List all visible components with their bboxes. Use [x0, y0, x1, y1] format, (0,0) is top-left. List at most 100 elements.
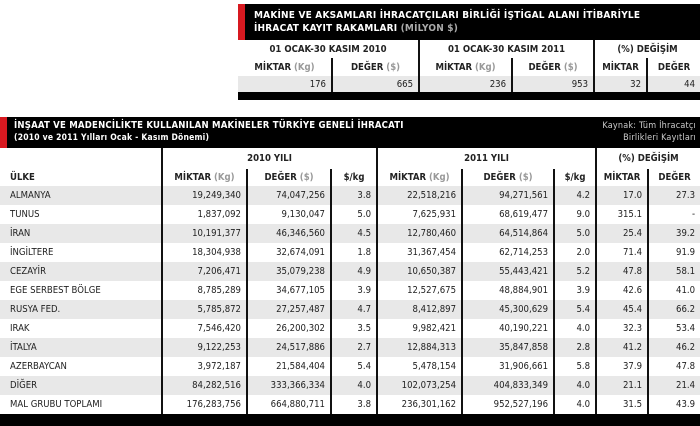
value-cell: 37.9 [595, 357, 649, 376]
value-cell: 10,650,387 [376, 262, 463, 281]
value-cell: 53.4 [647, 319, 700, 338]
value-cell: 31,367,454 [376, 243, 463, 262]
value-cell: 22,518,216 [376, 186, 463, 205]
value-cell: 66.2 [647, 300, 700, 319]
value-cell: 3,972,187 [161, 357, 247, 376]
value-cell: 5,478,154 [376, 357, 463, 376]
export-title-line2: (2010 ve 2011 Yılları Ocak - Kasım Dönem… [14, 133, 210, 143]
value-cell: 9,122,253 [161, 338, 247, 357]
value-cell: 5.4 [329, 357, 378, 376]
value-cell: 42.6 [595, 281, 649, 300]
value-cell: 41.0 [647, 281, 700, 300]
country-cell: ALMANYA [0, 186, 162, 205]
value-cell: 4.0 [553, 376, 597, 395]
value-cell: 664,880,711 [246, 395, 331, 414]
value-cell: 8,412,897 [376, 300, 463, 319]
col-country: ÜLKE [10, 172, 35, 183]
table-row: ALMANYA 19,249,340 74,047,256 3.8 22,518,216… [0, 186, 700, 205]
col-miktar-2010: MİKTAR (Kg) [254, 61, 315, 73]
export-table: İNŞAAT VE MADENCİLİKTE KULLANILAN MAKİNE… [0, 117, 700, 426]
value-cell: 5.0 [329, 205, 378, 224]
value-cell: 26,200,302 [246, 319, 331, 338]
col-deger-change: DEĞER [647, 169, 700, 186]
cell: 665 [330, 76, 420, 92]
col-miktar-change: MİKTAR [595, 169, 649, 186]
value-cell: 4.0 [553, 319, 597, 338]
col-deger-change: DEĞER [646, 58, 700, 76]
value-cell: 19,249,340 [161, 186, 247, 205]
value-cell: 34,677,105 [246, 281, 331, 300]
value-cell: 25.4 [595, 224, 649, 243]
value-cell: 9,130,047 [246, 205, 331, 224]
value-cell: 4.2 [553, 186, 597, 205]
value-cell: 4.0 [553, 395, 597, 414]
value-cell: 9,982,421 [376, 319, 463, 338]
value-cell: 84,282,516 [161, 376, 247, 395]
value-cell: 5.2 [553, 262, 597, 281]
value-cell: 74,047,256 [246, 186, 331, 205]
value-cell: 46.2 [647, 338, 700, 357]
value-cell: 58.1 [647, 262, 700, 281]
country-cell: IRAK [10, 323, 30, 334]
value-cell: 333,366,334 [246, 376, 331, 395]
summary-grid: 01 OCAK-30 KASIM 2010 01 OCAK-30 KASIM 2… [238, 40, 700, 92]
table-row: RUSYA FED. 5,785,872 27,257,487 4.7 8,412,89… [0, 300, 700, 319]
cell: 953 [511, 76, 595, 92]
table-row: TUNUS 1,837,092 9,130,047 5.0 7,625,931 68,61… [0, 205, 700, 224]
value-cell: 2.0 [553, 243, 597, 262]
value-cell: 18,304,938 [161, 243, 247, 262]
value-cell: 315.1 [595, 205, 649, 224]
value-cell: 47.8 [647, 357, 700, 376]
value-cell: 5,785,872 [161, 300, 247, 319]
value-cell: 46,346,560 [246, 224, 331, 243]
value-cell: 7,206,471 [161, 262, 247, 281]
summary-title-unit: (MİLYON $) [400, 23, 459, 34]
source-note: Kaynak: Tüm İhracatçı Birlikleri Kayıtla… [602, 120, 696, 144]
export-footer-bar [0, 414, 700, 426]
accent-bar [238, 4, 245, 40]
source-line2: Birlikleri Kayıtları [623, 133, 696, 143]
export-title: İNŞAAT VE MADENCİLİKTE KULLANILAN MAKİNE… [0, 117, 700, 148]
value-cell: 17.0 [595, 186, 649, 205]
country-cell: EGE SERBEST BÖLGE [10, 285, 101, 296]
value-cell: 64,514,864 [461, 224, 555, 243]
value-cell: 35,079,238 [246, 262, 331, 281]
cell: 32 [593, 76, 648, 92]
value-cell: 41.2 [595, 338, 649, 357]
value-cell: 404,833,349 [461, 376, 555, 395]
col-miktar-change: MİKTAR [593, 58, 648, 76]
col-perkg-2010: $/kg [329, 169, 378, 186]
table-row: CEZAYİR 7,206,471 35,079,238 4.9 10,650,387 5… [0, 262, 700, 281]
value-cell: 45.4 [595, 300, 649, 319]
value-cell: 8,785,289 [161, 281, 247, 300]
value-cell: 68,619,477 [461, 205, 555, 224]
value-cell: 91.9 [647, 243, 700, 262]
col-miktar-2010: MİKTAR (Kg) [161, 169, 247, 186]
value-cell: 102,073,254 [376, 376, 463, 395]
value-cell: 94,271,561 [461, 186, 555, 205]
country-cell: DİĞER [0, 376, 162, 395]
table-row: IRAK 7,546,420 26,200,302 3.5 9,982,421 40,19… [0, 319, 700, 338]
summary-title: MAKİNE VE AKSAMLARI İHRACATÇILARI BİRLİĞ… [238, 4, 700, 40]
value-cell: 12,780,460 [376, 224, 463, 243]
group-2011: 01 OCAK-30 KASIM 2011 [418, 40, 595, 58]
value-cell: 7,625,931 [376, 205, 463, 224]
col-deger-2011: DEĞER ($) [461, 169, 555, 186]
value-cell: 952,527,196 [461, 395, 555, 414]
col-miktar-2011: MİKTAR (Kg) [376, 169, 463, 186]
value-cell: 3.8 [329, 186, 378, 205]
value-cell: 35,847,858 [461, 338, 555, 357]
value-cell: 10,191,377 [161, 224, 247, 243]
value-cell: 9.0 [553, 205, 597, 224]
value-cell: 176,283,756 [161, 395, 247, 414]
value-cell: 3.9 [553, 281, 597, 300]
table-row: EGE SERBEST BÖLGE 8,785,289 34,677,105 3.9 1… [0, 281, 700, 300]
value-cell: 43.9 [647, 395, 700, 414]
value-cell: 27.3 [647, 186, 700, 205]
col-deger-2011: DEĞER ($) [511, 58, 595, 76]
value-cell: 48,884,901 [461, 281, 555, 300]
value-cell: 55,443,421 [461, 262, 555, 281]
country-cell: MAL GRUBU TOPLAMI [10, 399, 103, 410]
value-cell: 12,884,313 [376, 338, 463, 357]
value-cell: 27,257,487 [246, 300, 331, 319]
